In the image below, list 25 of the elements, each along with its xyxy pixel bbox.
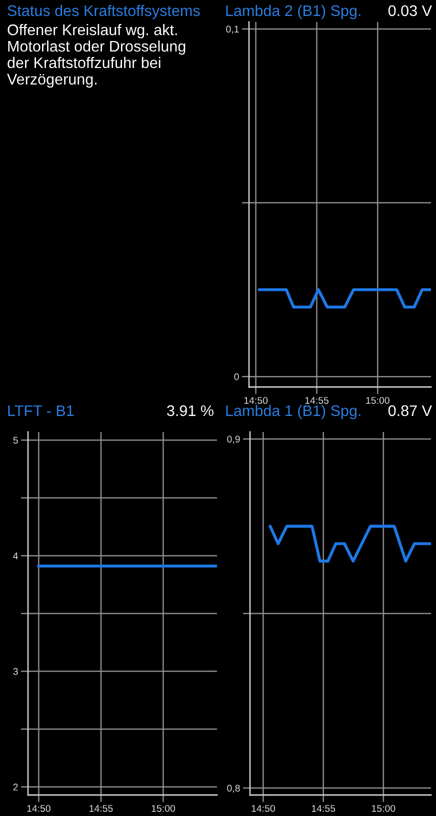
y-tick-label: 5 [13,436,18,444]
chart-subtitle: 0.03 V [388,5,432,16]
y-tick-label: 3 [13,668,18,675]
y-tick-label: 2 [13,784,18,790]
x-tick-label: 14:50 [252,804,275,812]
x-tick-label: 14:50 [244,396,268,404]
x-tick-label: 14:55 [312,805,336,812]
x-tick-label: 14:55 [305,397,329,404]
x-tick-label: 15:00 [366,396,390,404]
x-tick-label: 14:50 [27,804,50,812]
chart-subtitle: 3.91 % [167,405,214,416]
y-tick-label: 0 [234,373,239,380]
chart-subtitle: 0.87 V [388,405,432,416]
y-tick-label: 0,1 [226,26,239,34]
x-tick-label: 15:00 [152,804,175,812]
chart-title: LTFT - B1 [8,405,74,416]
y-tick-label: 4 [13,552,18,560]
x-tick-label: 15:00 [372,804,396,812]
chart-title: Lambda 1 (B1) Spg. [226,404,360,420]
y-tick-label: 0,8 [227,784,240,793]
y-tick-label: 0,9 [227,436,240,444]
text: Status des Kraftstoffsystems [8,4,200,20]
x-tick-label: 14:55 [90,805,113,812]
chart-title: Lambda 2 (B1) Spg. [226,4,360,20]
text: Offener Kreislauf wg. akt. Motorlast oder Drosselung der Kraftstoffzufuhr bei Verzögerung. [7,24,186,88]
